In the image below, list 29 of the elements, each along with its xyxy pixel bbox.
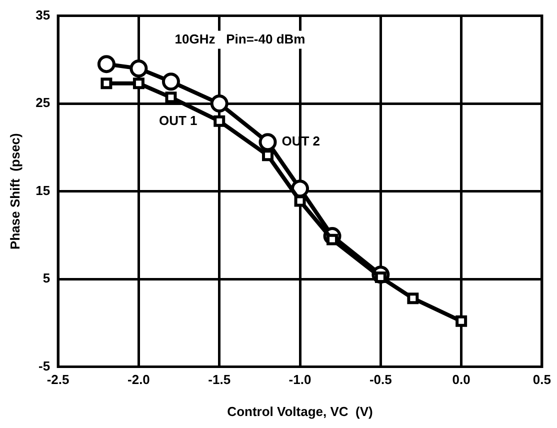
point (407, 292, 419, 304)
point (97, 55, 116, 74)
x-tick-label: -2.0 (128, 372, 150, 388)
point (456, 315, 468, 327)
x-tick-label: -1.0 (288, 372, 312, 388)
x-tick-label: -1.5 (208, 372, 231, 388)
x-axis-title: Control Voltage, VC (V) (227, 404, 373, 419)
y-tick-label: 35 (36, 7, 50, 22)
point (162, 72, 180, 91)
y-tick-label: -5 (38, 358, 50, 374)
x-tick-label: -0.5 (369, 372, 392, 388)
point (214, 115, 226, 127)
series-label: OUT 1 (158, 112, 198, 128)
annotation: 10GHz Pin=-40 dBm (174, 31, 306, 46)
point (165, 92, 177, 104)
y-tick-label: 15 (36, 182, 50, 198)
x-tick-label: 0.0 (452, 372, 470, 388)
point (294, 195, 306, 207)
x-tick-label: 0.5 (532, 372, 552, 388)
y-axis-title: Phase Shift (psec) (7, 133, 22, 250)
x-tick-label: -2.5 (46, 372, 70, 388)
point (262, 150, 274, 162)
y-tick-label: 25 (36, 95, 50, 110)
point (258, 133, 277, 152)
point (132, 78, 144, 90)
point (100, 78, 112, 90)
point (210, 94, 228, 113)
y-tick-label: 5 (42, 270, 50, 286)
point (130, 59, 148, 78)
